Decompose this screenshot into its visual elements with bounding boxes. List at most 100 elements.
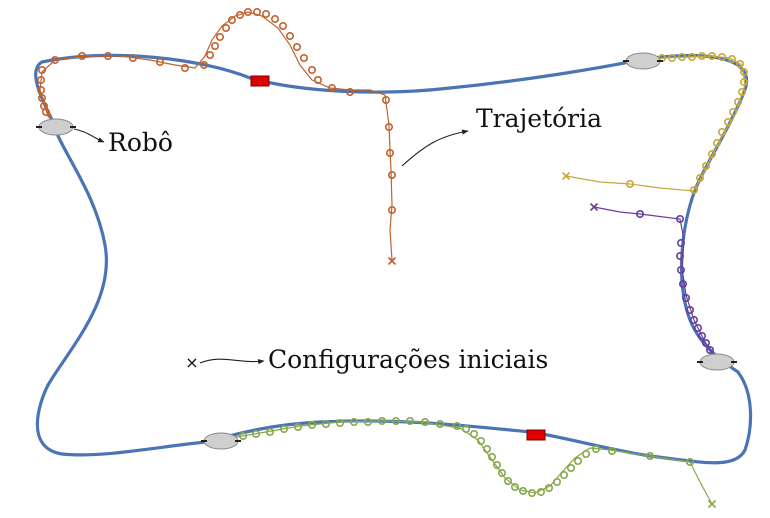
trajectory-orange-point — [104, 51, 113, 60]
trajectory-orange-point — [211, 41, 220, 50]
robot-bottom — [201, 432, 241, 450]
trajectory-orange-point — [253, 8, 262, 17]
trajectory-green-point — [349, 417, 358, 426]
trajectory-orange-point — [270, 15, 279, 24]
initial-config-green — [707, 499, 717, 509]
trajectory-orange-point — [78, 51, 87, 60]
trajectory-orange-point — [278, 21, 287, 30]
trajectory-yellow-point — [697, 51, 706, 60]
trajectory-orange-point — [206, 50, 215, 59]
trajectory-orange-point — [50, 55, 59, 64]
trajectory-orange-point — [387, 206, 396, 215]
trajectory-orange-point — [244, 8, 253, 17]
trajectory-green-point — [335, 418, 344, 427]
trajectory-orange-point — [261, 10, 270, 19]
trajectory-purple-point — [705, 345, 714, 354]
trajectory-yellow-point — [717, 128, 726, 137]
robots-layer — [36, 52, 737, 450]
initial-config-orange — [387, 256, 397, 266]
trajectory-green-point — [559, 470, 568, 479]
trajectory-label: Trajetória — [476, 104, 603, 133]
trajectory-purple-point — [701, 338, 710, 347]
initial-config-purple — [589, 202, 599, 212]
trajectory-green-point — [469, 429, 478, 438]
initial-config-legend-marker: × — [185, 353, 198, 372]
obstacles-layer — [250, 75, 546, 441]
trajectory-green-point — [645, 451, 654, 460]
trajectory-orange-point — [216, 32, 225, 41]
trajectories-layer — [36, 8, 748, 509]
trajectory-orange-point — [299, 53, 308, 62]
initial-config-label-arrow — [199, 358, 265, 365]
trajectory-yellow-point — [739, 78, 748, 87]
trajectory-orange-point — [37, 94, 46, 103]
trajectory-purple-point — [689, 315, 698, 324]
trajectory-orange-point — [36, 86, 45, 95]
trajectory-green-point — [377, 416, 386, 425]
trajectory-orange-point — [37, 66, 46, 75]
trajectory-green-point — [510, 482, 519, 491]
trajectory-yellow-point — [667, 53, 676, 62]
trajectory-purple-point — [675, 252, 684, 261]
trajectory-orange-point — [307, 66, 316, 75]
trajectory-orange-point — [228, 15, 237, 24]
trajectory-green-point — [279, 424, 288, 433]
trajectory-purple-point — [678, 279, 687, 288]
trajectory-green-point — [363, 417, 372, 426]
trajectory-yellow-point — [689, 186, 698, 195]
annotation-arrows-layer: × — [73, 128, 469, 372]
trajectory-yellow-point — [701, 162, 710, 171]
trajectory-green-point — [518, 486, 527, 495]
trajectory-green-point — [492, 460, 501, 469]
trajectory-green-point — [566, 463, 575, 472]
trajectory-green-point — [487, 452, 496, 461]
trajectory-green-point — [293, 422, 302, 431]
trajectory-yellow-point — [677, 52, 686, 61]
robot-label-arrow — [73, 128, 105, 143]
trajectory-purple-point — [693, 323, 702, 332]
trajectory-orange-point — [222, 23, 231, 32]
trajectory-green-point — [435, 419, 444, 428]
trajectory-orange-point — [381, 96, 390, 105]
trajectory-green-point — [239, 431, 248, 440]
trajectory-yellow-point — [712, 139, 721, 148]
trajectory-green-point — [591, 444, 600, 453]
trajectory-green-point — [321, 419, 330, 428]
closed-path — [34, 53, 753, 465]
trajectory-orange-tail — [42, 100, 52, 118]
obstacle-bottom — [526, 429, 546, 441]
trajectory-yellow-point — [728, 108, 737, 117]
trajectory-yellow-point — [695, 174, 704, 183]
trajectory-green-point — [544, 483, 553, 492]
trajectory-yellow-point — [625, 180, 634, 189]
trajectory-yellow-point — [735, 59, 744, 68]
trajectory-green-point — [536, 487, 545, 496]
robot-top-right — [623, 52, 663, 70]
trajectory-purple-point — [697, 331, 706, 340]
trajectory-orange-point — [36, 76, 45, 85]
robot-right — [697, 353, 737, 371]
robot-label: Robô — [108, 128, 173, 157]
closed-path-layer — [34, 53, 753, 465]
trajectory-green-point — [573, 456, 582, 465]
trajectory-purple-point — [635, 210, 644, 219]
trajectory-orange-point — [384, 123, 393, 132]
trajectory-orange-point — [156, 57, 165, 66]
trajectory-purple-point — [675, 215, 684, 224]
trajectory-orange-point — [385, 149, 394, 158]
trajectory-orange-point — [236, 11, 245, 20]
trajectory-yellow-point — [727, 54, 736, 63]
trajectory-green-point — [461, 424, 470, 433]
trajectory-green-point — [581, 449, 590, 458]
trajectory-purple-point — [685, 305, 694, 314]
obstacle-top — [250, 75, 270, 87]
trajectory-green-point — [685, 457, 694, 466]
trajectory-yellow-point — [717, 52, 726, 61]
trajectory-green-point — [482, 444, 491, 453]
initial-configurations-label: Configurações iniciais — [268, 345, 549, 374]
trajectory-orange-point — [129, 53, 138, 62]
trajectory-green-point — [252, 429, 261, 438]
trajectory-green-point — [452, 421, 461, 430]
trajectory-yellow-point — [737, 88, 746, 97]
